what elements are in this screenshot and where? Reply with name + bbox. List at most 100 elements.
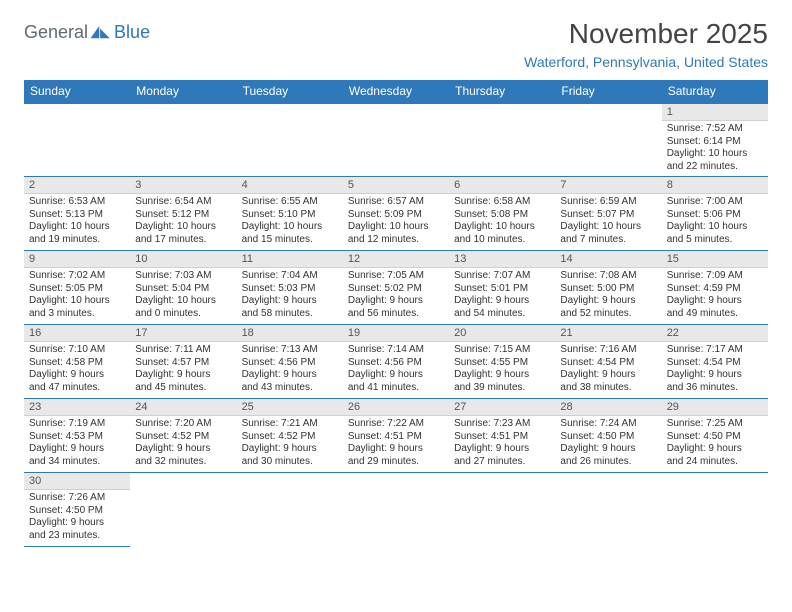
day-line-d2: and 12 minutes. (348, 234, 444, 247)
calendar-day-cell (449, 473, 555, 547)
day-line-ss: Sunset: 4:50 PM (560, 431, 656, 444)
day-line-sr: Sunrise: 7:25 AM (667, 418, 763, 431)
calendar-day-cell: 8Sunrise: 7:00 AMSunset: 5:06 PMDaylight… (662, 177, 768, 251)
calendar-week-row: 16Sunrise: 7:10 AMSunset: 4:58 PMDayligh… (24, 325, 768, 399)
day-line-ss: Sunset: 4:56 PM (348, 357, 444, 370)
day-body: Sunrise: 6:58 AMSunset: 5:08 PMDaylight:… (449, 194, 555, 249)
day-line-d2: and 7 minutes. (560, 234, 656, 247)
calendar-week-row: 2Sunrise: 6:53 AMSunset: 5:13 PMDaylight… (24, 177, 768, 251)
day-number: 7 (555, 177, 661, 194)
calendar-day-cell: 20Sunrise: 7:15 AMSunset: 4:55 PMDayligh… (449, 325, 555, 399)
day-line-ss: Sunset: 5:12 PM (135, 209, 231, 222)
day-number: 28 (555, 399, 661, 416)
day-line-d1: Daylight: 10 hours (667, 221, 763, 234)
day-line-d1: Daylight: 9 hours (242, 369, 338, 382)
day-body: Sunrise: 7:24 AMSunset: 4:50 PMDaylight:… (555, 416, 661, 471)
day-line-sr: Sunrise: 7:10 AM (29, 344, 125, 357)
day-line-d1: Daylight: 10 hours (29, 295, 125, 308)
calendar-week-row: 30Sunrise: 7:26 AMSunset: 4:50 PMDayligh… (24, 473, 768, 547)
day-number: 3 (130, 177, 236, 194)
day-line-d1: Daylight: 9 hours (242, 443, 338, 456)
day-body: Sunrise: 7:10 AMSunset: 4:58 PMDaylight:… (24, 342, 130, 397)
day-body: Sunrise: 7:17 AMSunset: 4:54 PMDaylight:… (662, 342, 768, 397)
day-line-d2: and 0 minutes. (135, 308, 231, 321)
day-line-sr: Sunrise: 7:08 AM (560, 270, 656, 283)
day-number: 8 (662, 177, 768, 194)
day-line-d1: Daylight: 9 hours (667, 443, 763, 456)
day-number: 16 (24, 325, 130, 342)
calendar-day-cell: 13Sunrise: 7:07 AMSunset: 5:01 PMDayligh… (449, 251, 555, 325)
day-line-sr: Sunrise: 6:53 AM (29, 196, 125, 209)
day-line-d2: and 23 minutes. (29, 530, 125, 543)
day-line-d2: and 52 minutes. (560, 308, 656, 321)
day-line-d1: Daylight: 10 hours (242, 221, 338, 234)
calendar-day-cell: 15Sunrise: 7:09 AMSunset: 4:59 PMDayligh… (662, 251, 768, 325)
day-line-d2: and 49 minutes. (667, 308, 763, 321)
day-line-ss: Sunset: 5:05 PM (29, 283, 125, 296)
day-number: 19 (343, 325, 449, 342)
calendar-day-cell: 17Sunrise: 7:11 AMSunset: 4:57 PMDayligh… (130, 325, 236, 399)
day-number: 13 (449, 251, 555, 268)
day-line-d2: and 30 minutes. (242, 456, 338, 469)
calendar-day-cell (343, 473, 449, 547)
day-line-sr: Sunrise: 7:16 AM (560, 344, 656, 357)
calendar-day-cell: 28Sunrise: 7:24 AMSunset: 4:50 PMDayligh… (555, 399, 661, 473)
calendar-table: SundayMondayTuesdayWednesdayThursdayFrid… (24, 80, 768, 547)
day-body: Sunrise: 7:08 AMSunset: 5:00 PMDaylight:… (555, 268, 661, 323)
day-line-sr: Sunrise: 6:54 AM (135, 196, 231, 209)
calendar-day-cell: 26Sunrise: 7:22 AMSunset: 4:51 PMDayligh… (343, 399, 449, 473)
day-line-sr: Sunrise: 7:05 AM (348, 270, 444, 283)
day-line-d2: and 17 minutes. (135, 234, 231, 247)
calendar-day-cell (24, 103, 130, 177)
day-body: Sunrise: 6:55 AMSunset: 5:10 PMDaylight:… (237, 194, 343, 249)
day-line-d2: and 19 minutes. (29, 234, 125, 247)
day-line-d1: Daylight: 9 hours (242, 295, 338, 308)
day-line-d2: and 32 minutes. (135, 456, 231, 469)
day-line-sr: Sunrise: 6:58 AM (454, 196, 550, 209)
weekday-header: Saturday (662, 80, 768, 103)
day-body: Sunrise: 7:15 AMSunset: 4:55 PMDaylight:… (449, 342, 555, 397)
day-line-d2: and 43 minutes. (242, 382, 338, 395)
calendar-day-cell: 30Sunrise: 7:26 AMSunset: 4:50 PMDayligh… (24, 473, 130, 547)
day-number: 6 (449, 177, 555, 194)
logo-text-general: General (24, 22, 88, 43)
day-number: 9 (24, 251, 130, 268)
day-number: 25 (237, 399, 343, 416)
calendar-day-cell (555, 473, 661, 547)
day-line-sr: Sunrise: 6:55 AM (242, 196, 338, 209)
calendar-day-cell (130, 103, 236, 177)
day-line-sr: Sunrise: 7:09 AM (667, 270, 763, 283)
calendar-day-cell: 22Sunrise: 7:17 AMSunset: 4:54 PMDayligh… (662, 325, 768, 399)
day-body: Sunrise: 7:26 AMSunset: 4:50 PMDaylight:… (24, 490, 130, 545)
weekday-header: Thursday (449, 80, 555, 103)
calendar-day-cell: 2Sunrise: 6:53 AMSunset: 5:13 PMDaylight… (24, 177, 130, 251)
day-line-sr: Sunrise: 7:24 AM (560, 418, 656, 431)
day-line-d1: Daylight: 9 hours (454, 369, 550, 382)
day-number: 18 (237, 325, 343, 342)
day-line-d1: Daylight: 9 hours (454, 443, 550, 456)
day-line-sr: Sunrise: 7:19 AM (29, 418, 125, 431)
day-body: Sunrise: 7:13 AMSunset: 4:56 PMDaylight:… (237, 342, 343, 397)
day-body: Sunrise: 7:21 AMSunset: 4:52 PMDaylight:… (237, 416, 343, 471)
day-body: Sunrise: 7:52 AMSunset: 6:14 PMDaylight:… (662, 121, 768, 176)
day-line-sr: Sunrise: 7:14 AM (348, 344, 444, 357)
day-line-d1: Daylight: 9 hours (135, 443, 231, 456)
calendar-day-cell (237, 103, 343, 177)
day-number: 30 (24, 473, 130, 490)
calendar-day-cell (449, 103, 555, 177)
calendar-day-cell (237, 473, 343, 547)
day-number: 22 (662, 325, 768, 342)
calendar-day-cell: 4Sunrise: 6:55 AMSunset: 5:10 PMDaylight… (237, 177, 343, 251)
day-line-ss: Sunset: 5:10 PM (242, 209, 338, 222)
day-line-d1: Daylight: 9 hours (560, 443, 656, 456)
weekday-header: Wednesday (343, 80, 449, 103)
day-line-d2: and 45 minutes. (135, 382, 231, 395)
weekday-header: Sunday (24, 80, 130, 103)
day-line-d2: and 29 minutes. (348, 456, 444, 469)
calendar-day-cell: 11Sunrise: 7:04 AMSunset: 5:03 PMDayligh… (237, 251, 343, 325)
day-line-ss: Sunset: 5:01 PM (454, 283, 550, 296)
day-line-sr: Sunrise: 7:20 AM (135, 418, 231, 431)
day-line-d2: and 38 minutes. (560, 382, 656, 395)
day-body: Sunrise: 7:16 AMSunset: 4:54 PMDaylight:… (555, 342, 661, 397)
day-number: 2 (24, 177, 130, 194)
